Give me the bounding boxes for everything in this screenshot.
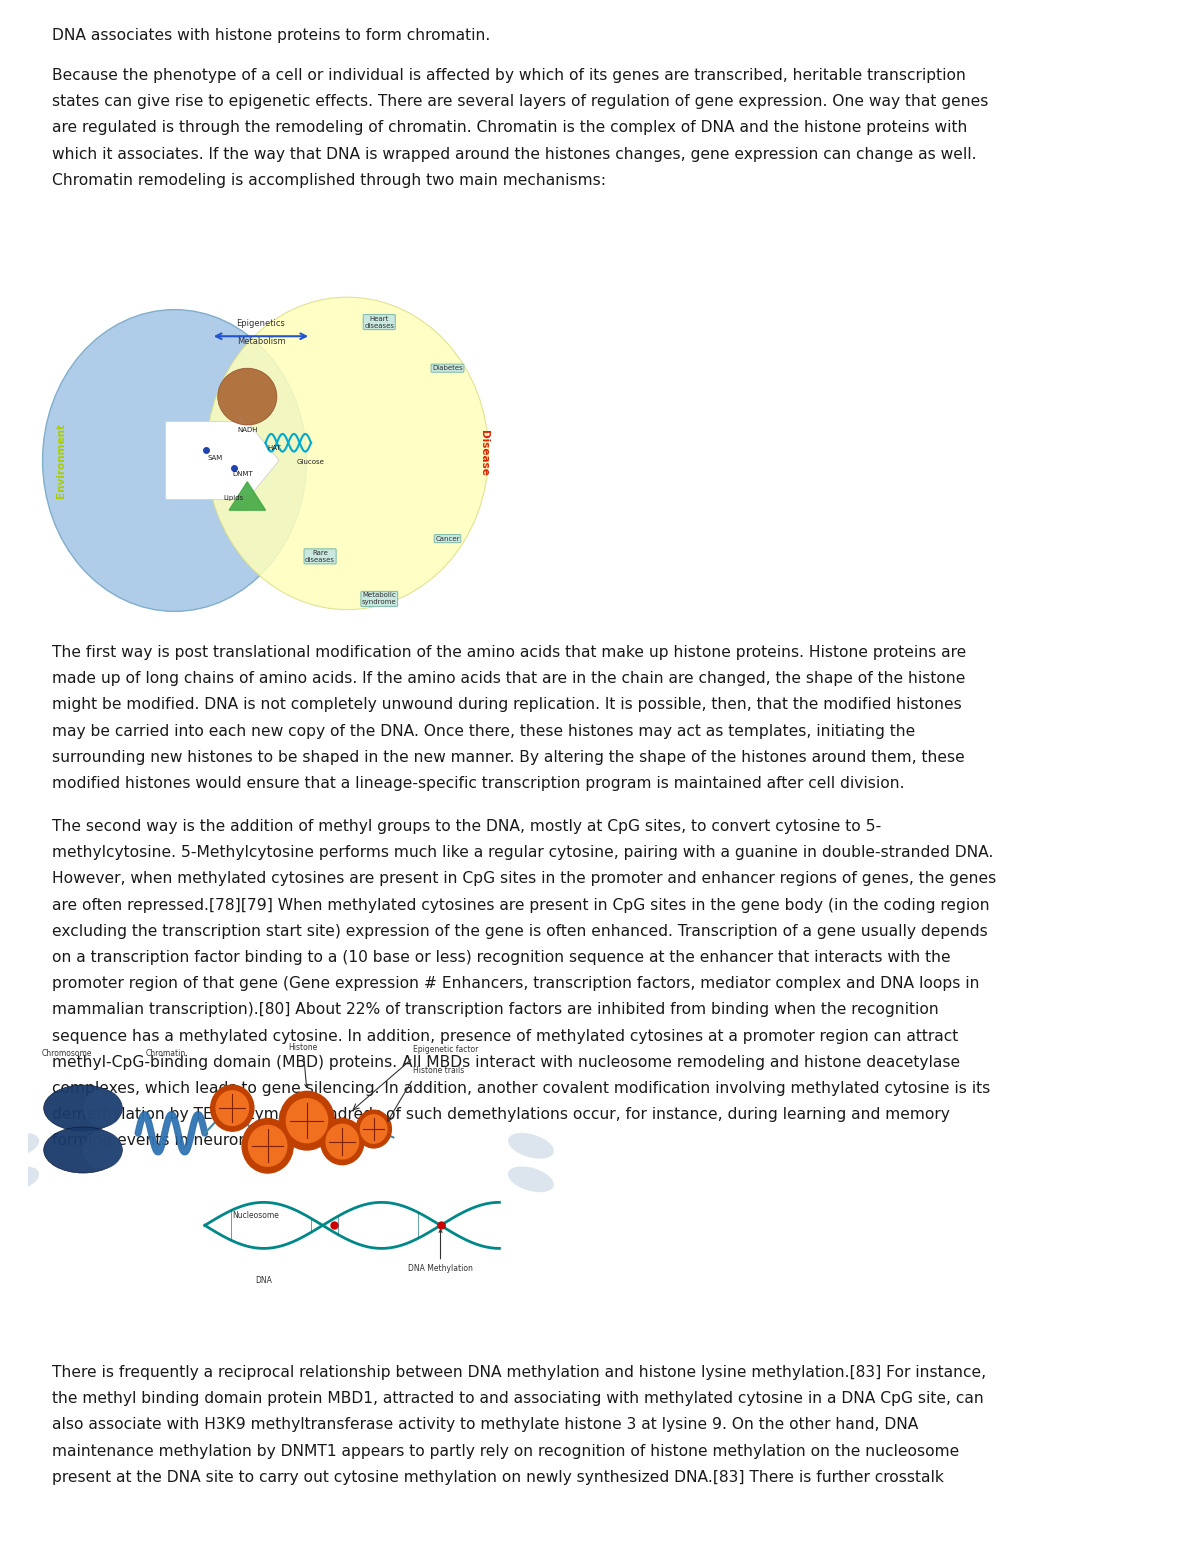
Text: mammalian transcription).[80] About 22% of transcription factors are inhibited f: mammalian transcription).[80] About 22% … — [52, 1002, 938, 1017]
Polygon shape — [229, 481, 265, 511]
Text: present at the DNA site to carry out cytosine methylation on newly synthesized D: present at the DNA site to carry out cyt… — [52, 1469, 944, 1485]
Text: There is frequently a reciprocal relationship between DNA methylation and histon: There is frequently a reciprocal relatio… — [52, 1365, 986, 1381]
Text: maintenance methylation by DNMT1 appears to partly rely on recognition of histon: maintenance methylation by DNMT1 appears… — [52, 1444, 959, 1458]
Text: on a transcription factor binding to a (10 base or less) recognition sequence at: on a transcription factor binding to a (… — [52, 950, 950, 964]
Ellipse shape — [42, 309, 306, 612]
Circle shape — [326, 1124, 359, 1159]
Text: Nucleosome: Nucleosome — [233, 1211, 280, 1219]
Text: might be modified. DNA is not completely unwound during replication. It is possi: might be modified. DNA is not completely… — [52, 697, 961, 713]
Text: complexes, which leads to gene silencing. In addition, another covalent modifica: complexes, which leads to gene silencing… — [52, 1081, 990, 1096]
Text: forming events in neurons.[81][82]: forming events in neurons.[81][82] — [52, 1134, 325, 1148]
Circle shape — [280, 1092, 335, 1151]
Text: also associate with H3K9 methyltransferase activity to methylate histone 3 at ly: also associate with H3K9 methyltransfera… — [52, 1418, 918, 1432]
Text: methyl-CpG-binding domain (MBD) proteins. All MBDs interact with nucleosome remo: methyl-CpG-binding domain (MBD) proteins… — [52, 1054, 960, 1070]
Circle shape — [242, 1118, 293, 1173]
Ellipse shape — [83, 1089, 122, 1127]
Text: Cancer: Cancer — [436, 536, 460, 542]
Text: SAM: SAM — [208, 455, 223, 461]
Circle shape — [356, 1110, 391, 1148]
Text: are often repressed.[78][79] When methylated cytosines are present in CpG sites : are often repressed.[78][79] When methyl… — [52, 898, 990, 913]
Circle shape — [320, 1118, 364, 1165]
Text: Environment: Environment — [55, 422, 66, 499]
Text: Disease: Disease — [479, 430, 488, 477]
Text: promoter region of that gene (Gene expression # Enhancers, transcription factors: promoter region of that gene (Gene expre… — [52, 977, 979, 991]
Text: excluding the transcription start site) expression of the gene is often enhanced: excluding the transcription start site) … — [52, 924, 988, 940]
Text: Because the phenotype of a cell or individual is affected by which of its genes : Because the phenotype of a cell or indiv… — [52, 68, 966, 82]
Text: are regulated is through the remodeling of chromatin. Chromatin is the complex o: are regulated is through the remodeling … — [52, 121, 967, 135]
Text: Metabolism: Metabolism — [236, 337, 286, 346]
Text: The second way is the addition of methyl groups to the DNA, mostly at CpG sites,: The second way is the addition of methyl… — [52, 818, 881, 834]
Text: surrounding new histones to be shaped in the new manner. By altering the shape o: surrounding new histones to be shaped in… — [52, 750, 965, 764]
Ellipse shape — [0, 1134, 40, 1159]
Text: modified histones would ensure that a lineage-specific transcription program is : modified histones would ensure that a li… — [52, 776, 905, 790]
Text: demethylation by TET enzymes. Hundreds of such demethylations occur, for instanc: demethylation by TET enzymes. Hundreds o… — [52, 1107, 950, 1123]
Text: Rare
diseases: Rare diseases — [305, 550, 335, 562]
Text: Glucose: Glucose — [298, 460, 325, 464]
Text: Epigenetics: Epigenetics — [236, 320, 286, 328]
Text: Epigenetic factor: Epigenetic factor — [413, 1045, 479, 1054]
Text: Chromatin: Chromatin — [145, 1048, 186, 1058]
Text: NADH: NADH — [238, 427, 258, 433]
Circle shape — [360, 1115, 386, 1143]
Text: DNA: DNA — [256, 1275, 272, 1284]
Text: Chromosome: Chromosome — [42, 1048, 92, 1058]
Text: methylcytosine. 5-Methylcytosine performs much like a regular cytosine, pairing : methylcytosine. 5-Methylcytosine perform… — [52, 845, 994, 860]
Text: the methyl binding domain protein MBD1, attracted to and associating with methyl: the methyl binding domain protein MBD1, … — [52, 1391, 984, 1405]
Ellipse shape — [0, 1166, 40, 1193]
Text: Diabetes: Diabetes — [432, 365, 463, 371]
Text: may be carried into each new copy of the DNA. Once there, these histones may act: may be carried into each new copy of the… — [52, 724, 916, 739]
Text: which it associates. If the way that DNA is wrapped around the histones changes,: which it associates. If the way that DNA… — [52, 146, 977, 162]
Ellipse shape — [83, 1131, 122, 1169]
Text: The first way is post translational modification of the amino acids that make up: The first way is post translational modi… — [52, 644, 966, 660]
Ellipse shape — [508, 1166, 553, 1193]
Text: HAT: HAT — [268, 444, 282, 450]
Text: states can give rise to epigenetic effects. There are several layers of regulati: states can give rise to epigenetic effec… — [52, 95, 989, 109]
Text: DNMT: DNMT — [233, 472, 253, 477]
Text: Heart
diseases: Heart diseases — [365, 315, 395, 329]
Text: DNA Methylation: DNA Methylation — [408, 1230, 473, 1273]
Ellipse shape — [43, 1086, 122, 1131]
Text: However, when methylated cytosines are present in CpG sites in the promoter and : However, when methylated cytosines are p… — [52, 871, 996, 887]
Ellipse shape — [43, 1127, 122, 1173]
Circle shape — [248, 1126, 287, 1166]
Ellipse shape — [206, 297, 488, 610]
Ellipse shape — [508, 1134, 553, 1159]
Text: Histone: Histone — [288, 1042, 318, 1087]
Text: Metabolic
syndrome: Metabolic syndrome — [362, 592, 396, 606]
Text: Lipids: Lipids — [223, 494, 244, 500]
Circle shape — [216, 1090, 248, 1126]
Circle shape — [211, 1086, 254, 1131]
Text: made up of long chains of amino acids. If the amino acids that are in the chain : made up of long chains of amino acids. I… — [52, 671, 965, 686]
FancyArrow shape — [166, 412, 280, 511]
Text: Chromatin remodeling is accomplished through two main mechanisms:: Chromatin remodeling is accomplished thr… — [52, 172, 606, 188]
Circle shape — [287, 1098, 328, 1143]
Text: Histone trails: Histone trails — [413, 1065, 464, 1075]
Text: sequence has a methylated cytosine. In addition, presence of methylated cytosine: sequence has a methylated cytosine. In a… — [52, 1028, 959, 1044]
Ellipse shape — [217, 368, 277, 426]
Text: DNA associates with histone proteins to form chromatin.: DNA associates with histone proteins to … — [52, 28, 491, 43]
